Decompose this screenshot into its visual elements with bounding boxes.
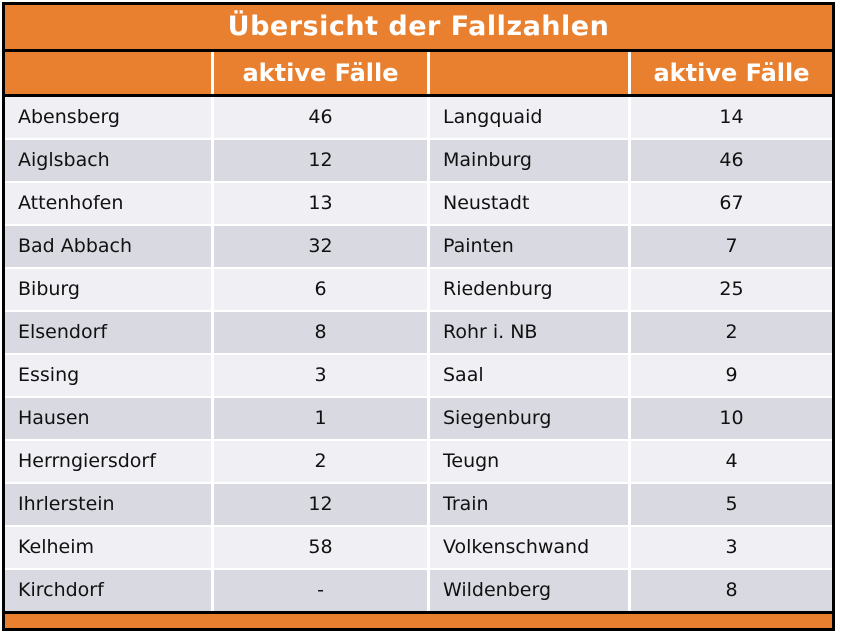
active-cases-value: 46	[631, 140, 832, 181]
active-cases-value: 12	[214, 140, 427, 181]
active-cases-value: 12	[214, 484, 427, 525]
active-cases-value: 2	[214, 441, 427, 482]
active-cases-value: -	[214, 570, 427, 611]
active-cases-value: 3	[631, 527, 832, 568]
municipality-name: Herrngiersdorf	[5, 441, 211, 482]
municipality-name: Wildenberg	[430, 570, 628, 611]
municipality-name: Elsendorf	[5, 312, 211, 353]
municipality-name: Kelheim	[5, 527, 211, 568]
active-cases-value: 6	[214, 269, 427, 310]
municipality-name: Langquaid	[430, 97, 628, 138]
municipality-name: Biburg	[5, 269, 211, 310]
active-cases-value: 5	[631, 484, 832, 525]
active-cases-value: 4	[631, 441, 832, 482]
municipality-name: Siegenburg	[430, 398, 628, 439]
municipality-name: Saal	[430, 355, 628, 396]
header-cell-active-cases-right: aktive Fälle	[631, 52, 832, 94]
active-cases-value: 1	[214, 398, 427, 439]
municipality-name: Kirchdorf	[5, 570, 211, 611]
active-cases-value: 7	[631, 226, 832, 267]
active-cases-value: 13	[214, 183, 427, 224]
active-cases-value: 3	[214, 355, 427, 396]
municipality-name: Rohr i. NB	[430, 312, 628, 353]
municipality-name: Mainburg	[430, 140, 628, 181]
header-cell-active-cases-left: aktive Fälle	[214, 52, 427, 94]
municipality-name: Ihrlerstein	[5, 484, 211, 525]
municipality-name: Hausen	[5, 398, 211, 439]
table-header-row: aktive Fälle aktive Fälle	[5, 52, 832, 97]
municipality-name: Volkenschwand	[430, 527, 628, 568]
active-cases-value: 10	[631, 398, 832, 439]
active-cases-value: 58	[214, 527, 427, 568]
municipality-name: Neustadt	[430, 183, 628, 224]
active-cases-value: 9	[631, 355, 832, 396]
table-title: Übersicht der Fallzahlen	[5, 5, 832, 52]
active-cases-value: 2	[631, 312, 832, 353]
active-cases-value: 32	[214, 226, 427, 267]
municipality-name: Attenhofen	[5, 183, 211, 224]
municipality-name: Riedenburg	[430, 269, 628, 310]
active-cases-value: 8	[631, 570, 832, 611]
municipality-name: Painten	[430, 226, 628, 267]
active-cases-value: 67	[631, 183, 832, 224]
municipality-name: Essing	[5, 355, 211, 396]
municipality-name: Abensberg	[5, 97, 211, 138]
active-cases-value: 8	[214, 312, 427, 353]
bottom-orange-bar	[5, 614, 832, 628]
municipality-name: Aiglsbach	[5, 140, 211, 181]
header-cell-empty-right	[430, 52, 628, 94]
header-cell-empty-left	[5, 52, 211, 94]
active-cases-value: 14	[631, 97, 832, 138]
municipality-name: Train	[430, 484, 628, 525]
active-cases-value: 46	[214, 97, 427, 138]
active-cases-value: 25	[631, 269, 832, 310]
municipality-name: Teugn	[430, 441, 628, 482]
table-body: Abensberg 46 Langquaid 14 Aiglsbach 12 M…	[5, 97, 832, 614]
municipality-name: Bad Abbach	[5, 226, 211, 267]
